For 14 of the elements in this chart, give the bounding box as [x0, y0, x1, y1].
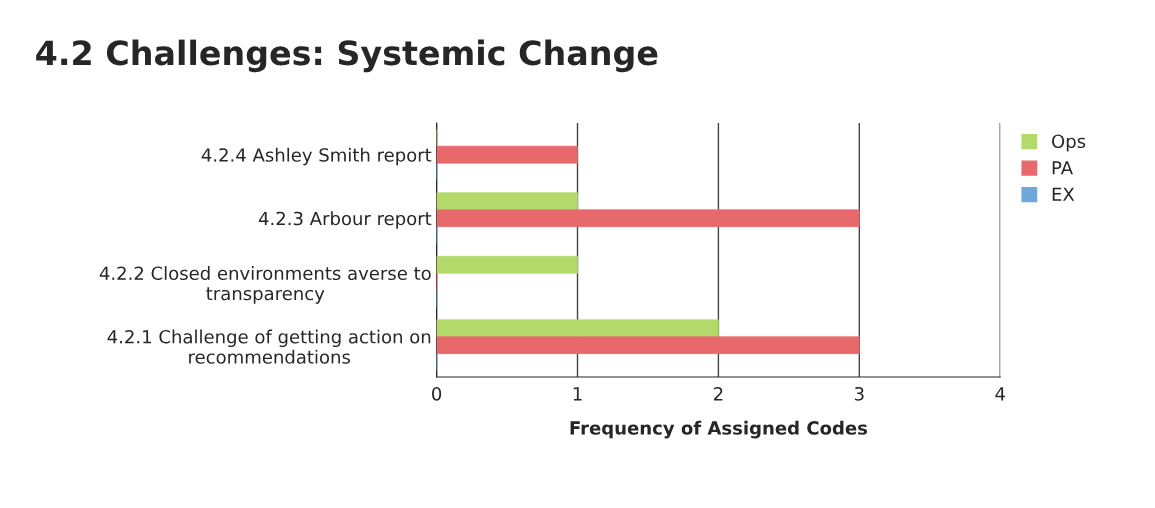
legend-label: Ops	[1052, 134, 1086, 152]
x-axis-title: Frequency of Assigned Codes	[570, 420, 868, 439]
y-tick-label: 4.2.2 Closed environments averse to transparency	[99, 266, 431, 304]
x-tick-label: 1	[573, 387, 582, 401]
y-tick-label: 4.2.3 Arbour report	[258, 211, 432, 229]
legend-label: PA	[1052, 161, 1073, 175]
legend-label: EX	[1052, 187, 1075, 201]
x-tick-label: 2	[713, 386, 723, 401]
x-tick-label: 4	[995, 387, 1005, 401]
y-tick-label: 4.2.4 Ashley Smith report	[201, 147, 432, 166]
chart-title: 4.2 Challenges: Systemic Change	[36, 39, 658, 73]
y-tick-label: 4.2.1 Challenge of getting action on recommendations	[107, 329, 431, 364]
x-tick-label: 3	[854, 386, 864, 401]
x-tick-label: 0	[432, 386, 442, 401]
